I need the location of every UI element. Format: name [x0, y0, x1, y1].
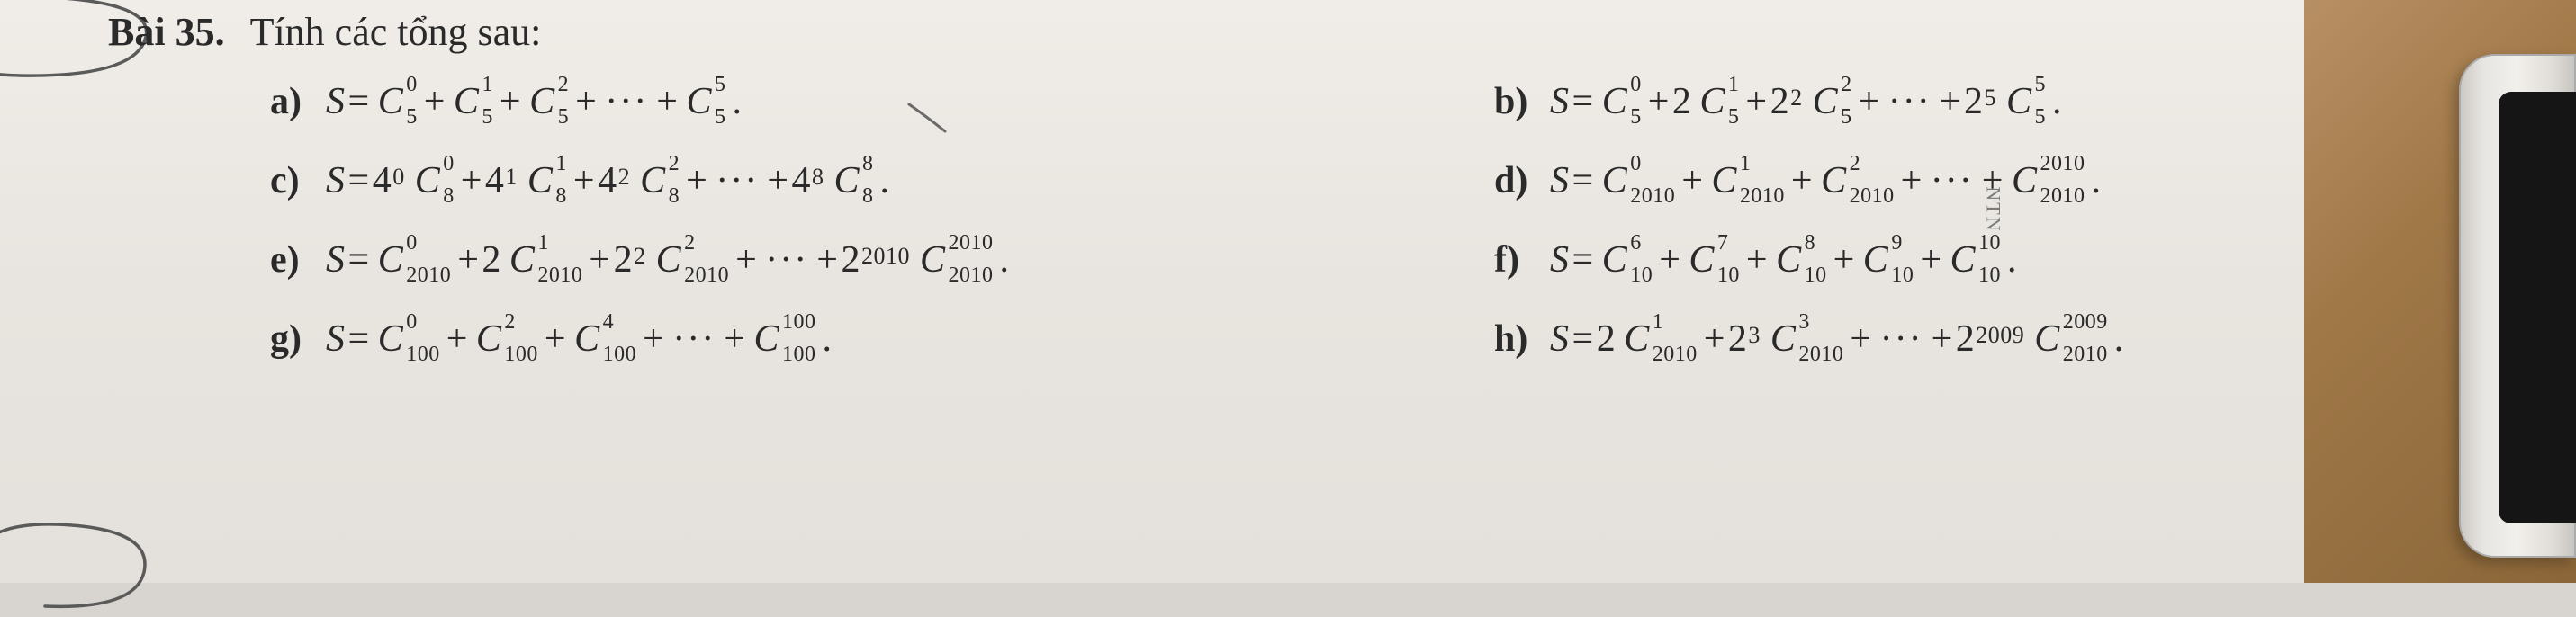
item-math: S = C02010 + C12010 + C22010 + ··· + C20…	[1550, 159, 2101, 202]
item-label: e)	[270, 238, 311, 282]
item-math: S = 2C12010 + 23C32010 + ··· + 22009C200…	[1550, 317, 2124, 361]
item-math: S = 40C08 + 41C18 + 42C28 + ··· + 48C88 …	[326, 159, 889, 202]
item-a: a) S = C05 + C15 + C25 + ··· + C55 .	[270, 80, 1458, 123]
item-f: f) S = C610 + C710 + C810 + C910 + C1010…	[1494, 238, 2439, 282]
item-label: h)	[1494, 317, 1536, 361]
item-label: c)	[270, 159, 311, 202]
item-b: b) S = C05 + 2C15 + 22C25 + ··· + 25C55 …	[1494, 80, 2439, 123]
pencil-bottom-oval	[0, 509, 162, 617]
item-d: d) S = C02010 + C12010 + C22010 + ··· + …	[1494, 159, 2439, 202]
title-row: Bài 35. Tính các tổng sau:	[108, 9, 2250, 55]
item-e: e) S = C02010 + 2C12010 + 22C22010 + ···…	[270, 238, 1458, 282]
item-label: f)	[1494, 238, 1536, 282]
exercise-label: Bài 35.	[108, 9, 225, 55]
item-math: S = C610 + C710 + C810 + C910 + C1010 .	[1550, 238, 2017, 282]
item-h: h) S = 2C12010 + 23C32010 + ··· + 22009C…	[1494, 317, 2439, 361]
calculator-device	[2459, 54, 2576, 558]
problems-grid: a) S = C05 + C15 + C25 + ··· + C55 . b) …	[270, 80, 2250, 361]
exercise-prompt: Tính các tổng sau:	[250, 9, 542, 55]
item-math: S = C02010 + 2C12010 + 22C22010 + ··· + …	[326, 238, 1009, 282]
item-label: d)	[1494, 159, 1536, 202]
side-watermark: NTN	[1981, 186, 2004, 232]
item-math: S = C0100 + C2100 + C4100 + ··· + C10010…	[326, 317, 832, 361]
item-label: a)	[270, 80, 311, 123]
item-math: S = C05 + C15 + C25 + ··· + C55 .	[326, 80, 742, 123]
item-label: g)	[270, 317, 311, 361]
device-screen	[2499, 92, 2576, 523]
item-math: S = C05 + 2C15 + 22C25 + ··· + 25C55 .	[1550, 80, 2062, 123]
worksheet-page: Bài 35. Tính các tổng sau: a) S = C05 + …	[0, 0, 2304, 583]
item-g: g) S = C0100 + C2100 + C4100 + ··· + C10…	[270, 317, 1458, 361]
item-c: c) S = 40C08 + 41C18 + 42C28 + ··· + 48C…	[270, 159, 1458, 202]
item-label: b)	[1494, 80, 1536, 123]
